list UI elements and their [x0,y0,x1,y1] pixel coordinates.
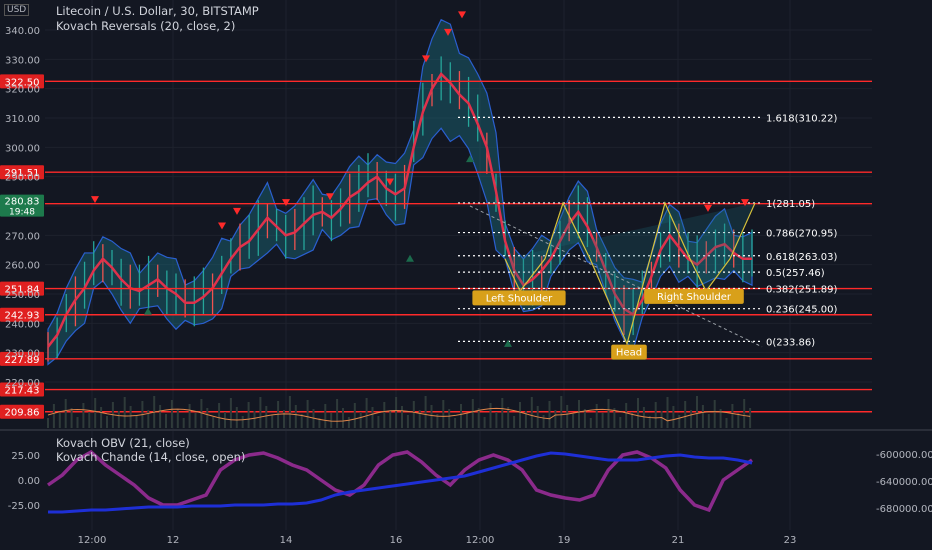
fib-label-5: 0.236(245.00) [766,305,838,316]
y-tick-1: 230.00 [5,349,40,360]
reversal-down-3 [282,199,290,207]
level-tag-text-1: 291.51 [5,168,40,179]
sub-y-right-tick-2: -680000.00 [876,504,932,515]
reversal-down-1 [218,222,226,230]
reversal-up-3 [504,339,512,347]
reversal-down-10 [741,199,749,207]
reversal-down-9 [704,204,712,212]
pattern-label-bg-0 [472,290,566,306]
pattern-label-0: Left Shoulder [486,293,553,304]
sub-y-tick-0: 25.00 [11,451,40,462]
x-tick-2: 14 [280,535,293,546]
y-tick-7: 290.00 [5,173,40,184]
y-tick-5: 270.00 [5,231,40,242]
obv-line [48,451,753,514]
level-tag-text-3: 251.84 [5,285,40,296]
level-tag-1 [0,165,44,180]
level-tag-text-4: 242.93 [5,311,40,322]
x-tick-1: 12 [167,535,180,546]
x-tick-6: 21 [672,535,685,546]
reversal-down-4 [326,193,334,201]
sub-y-tick-2: -25.00 [8,501,40,512]
pattern-label-bg-2 [644,288,744,304]
level-tag-0 [0,74,44,89]
neckline [469,205,763,348]
y-tick-10: 320.00 [5,85,40,96]
x-tick-5: 19 [558,535,571,546]
sub-y-right-tick-0: -600000.00 [876,450,932,461]
x-tick-0: 12:00 [78,535,107,546]
current-price-tag [0,194,44,217]
reversal-down-8 [458,11,466,19]
moving-average-line [47,72,752,348]
sub-y-tick-1: 0.00 [18,476,40,487]
fib-label-7: 1.618(310.22) [766,113,838,124]
level-tag-6 [0,382,44,397]
y-tick-3: 250.00 [5,290,40,301]
chart-title: Litecoin / U.S. Dollar, 30, BITSTAMP [56,4,259,18]
fib-label-1: 0.786(270.95) [766,229,838,240]
fib-label-4: 0.382(251.89) [766,284,838,295]
y-tick-0: 220.00 [5,378,40,389]
countdown-text: 19:48 [9,208,35,218]
head-shoulders-pattern [504,201,756,346]
y-tick-8: 300.00 [5,143,40,154]
reversal-down-6 [422,55,430,63]
y-tick-9: 310.00 [5,114,40,125]
level-tag-7 [0,404,44,419]
fib-label-3: 0.5(257.46) [766,268,825,279]
reversal-up-1 [406,254,414,262]
reversal-down-0 [91,196,99,204]
fib-label-2: 0.618(263.03) [766,252,838,263]
fib-label-0: 1(281.05) [766,199,815,210]
level-tag-5 [0,351,44,366]
reversal-up-0 [144,307,152,315]
level-tag-text-0: 322.50 [5,77,40,88]
currency-badge[interactable]: USD [4,4,30,16]
y-tick-12: 340.00 [5,26,40,37]
reversal-down-7 [444,28,452,36]
oscillator-line [47,407,751,422]
x-tick-4: 12:00 [466,535,495,546]
y-tick-11: 330.00 [5,55,40,66]
pattern-label-1: Head [616,348,642,359]
fib-label-6: 0(233.86) [766,337,815,348]
reversal-down-5 [386,178,394,186]
level-tag-text-5: 227.89 [5,355,40,366]
current-price-text: 280.83 [5,197,40,208]
level-tag-4 [0,307,44,322]
level-tag-3 [0,281,44,296]
sub-y-right-tick-1: -640000.00 [876,477,932,488]
pattern-label-2: Right Shoulder [657,292,732,303]
y-tick-4: 260.00 [5,261,40,272]
x-tick-7: 23 [784,535,797,546]
indicator-obv-label[interactable]: Kovach OBV (21, close) [56,436,190,450]
indicator-reversals-label[interactable]: Kovach Reversals (20, close, 2) [56,19,236,33]
indicator-chande-label[interactable]: Kovach Chande (14, close, open) [56,450,246,464]
reversal-down-2 [233,207,241,215]
level-tag-text-6: 217.43 [5,386,40,397]
y-tick-2: 240.00 [5,319,40,330]
chande-line [47,449,753,513]
pattern-label-bg-1 [611,344,647,360]
reversal-up-2 [466,155,474,163]
level-tag-text-7: 209.86 [5,408,40,419]
x-tick-3: 16 [390,535,403,546]
